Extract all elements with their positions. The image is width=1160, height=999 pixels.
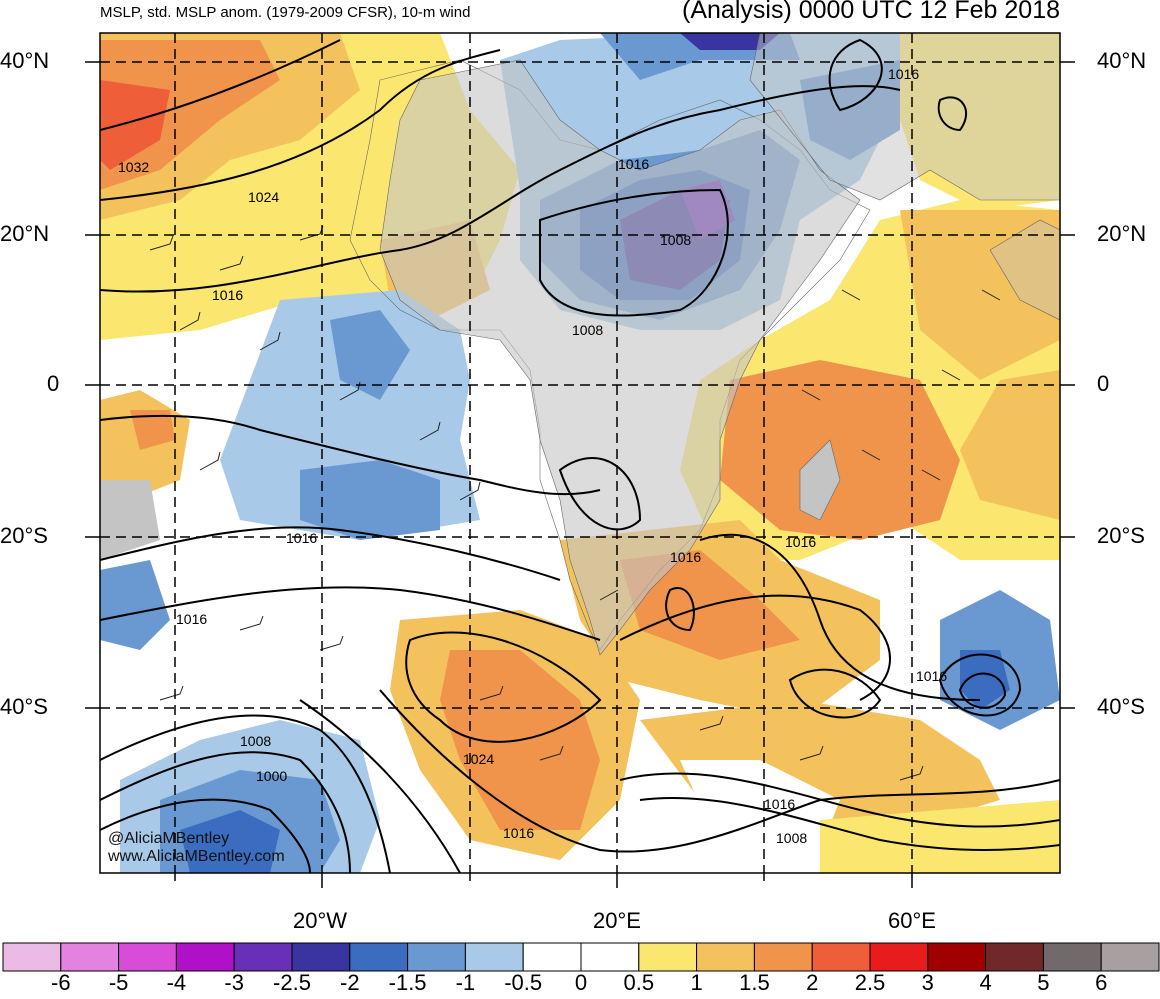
- colorbar-tick-label: -4: [166, 970, 187, 995]
- colorbar-swatch: [2, 942, 62, 972]
- colorbar-tick-label: -1.5: [388, 970, 427, 995]
- contour-label: 1016: [916, 668, 947, 684]
- colorbar-swatch: [407, 942, 466, 972]
- colorbar-swatch: [869, 942, 929, 972]
- colorbar-tick-label: 2.5: [854, 970, 886, 995]
- contour-label: 1000: [256, 768, 287, 784]
- colorbar-tick-label: 0: [574, 970, 588, 995]
- contour-label: 1016: [785, 534, 816, 550]
- lat-label-20n-right: 20°N: [1097, 221, 1147, 246]
- map-title: (Analysis) 0000 UTC 12 Feb 2018: [682, 0, 1060, 24]
- contour-label: 1016: [503, 825, 534, 841]
- colorbar-swatch: [696, 942, 755, 972]
- colorbar-tick-label: -5: [108, 970, 129, 995]
- colorbar: [2, 942, 1160, 972]
- credit-handle: @AliciaMBentley: [108, 830, 230, 847]
- lat-label-20s-left: 20°S: [0, 523, 48, 548]
- axis-ticks: [85, 61, 1075, 888]
- lat-label-20s-right: 20°S: [1097, 523, 1145, 548]
- colorbar-swatch: [811, 942, 871, 972]
- contour-label: 1008: [776, 830, 807, 846]
- colorbar-swatch: [233, 942, 293, 972]
- colorbar-swatch: [464, 942, 524, 972]
- lat-label-20n-left: 20°N: [0, 221, 50, 246]
- colorbar-swatch: [60, 942, 120, 972]
- contour-label: 1024: [463, 751, 494, 767]
- colorbar-tick-label: 3: [921, 970, 934, 995]
- contour-label: 1016: [618, 156, 649, 172]
- colorbar-tick-label: -1: [455, 970, 476, 995]
- colorbar-swatch: [1042, 942, 1102, 972]
- colorbar-tick-label: 5: [1037, 970, 1050, 995]
- contour-label: 1016: [286, 530, 317, 546]
- contour-label: 1016: [176, 611, 207, 627]
- lat-lon-grid: [100, 33, 1060, 873]
- contour-label: 1008: [660, 232, 691, 248]
- colorbar-tick-label: 0.5: [623, 970, 655, 995]
- lon-label-20w: 20°W: [292, 908, 348, 933]
- isobar-contours: [100, 38, 1060, 873]
- lat-label-40s-left: 40°S: [0, 694, 48, 719]
- colorbar-tick-label: -0.5: [504, 970, 543, 995]
- colorbar-tick-label: -3: [224, 970, 244, 995]
- colorbar-swatch: [753, 942, 813, 972]
- colorbar-tick-label: -2.5: [273, 970, 311, 995]
- colorbar-swatch: [175, 942, 235, 972]
- lat-label-eq-left: 0: [47, 371, 60, 396]
- contour-label: 1008: [240, 733, 271, 749]
- contour-label: 1016: [888, 66, 919, 82]
- contour-label: 1008: [572, 322, 603, 338]
- colorbar-tick-label: -6: [51, 970, 71, 995]
- lon-label-20e: 20°E: [593, 908, 641, 933]
- colorbar-tick-label: 1: [690, 970, 703, 995]
- colorbar-swatch: [985, 942, 1044, 972]
- land-masses: [349, 33, 1060, 656]
- credit-website: www.AliciaMBentley.com: [108, 848, 285, 865]
- colorbar-swatch: [291, 942, 351, 972]
- colorbar-swatch: [1100, 942, 1160, 972]
- contour-label: 1024: [248, 189, 279, 205]
- contour-labels: 1032 1024 1016 1016 1008 1008 1016 1016 …: [118, 66, 947, 846]
- colorbar-tick-label: -2: [340, 970, 360, 995]
- colorbar-swatch: [522, 942, 582, 972]
- colorbar-tick-label: 2: [806, 970, 819, 995]
- colorbar-swatch: [349, 942, 409, 972]
- colorbar-swatch: [118, 942, 177, 972]
- lat-label-40n-left: 40°N: [0, 48, 50, 73]
- colorbar-tick-label: 4: [979, 970, 992, 995]
- colorbar-swatch: [580, 942, 640, 972]
- colorbar-tick-label: 1.5: [739, 970, 770, 995]
- lat-label-40n-right: 40°N: [1097, 48, 1147, 73]
- lon-label-60e: 60°E: [888, 908, 936, 933]
- contour-label: 1032: [118, 159, 149, 175]
- contour-label: 1016: [764, 796, 795, 812]
- colorbar-tick-label: 6: [1095, 970, 1108, 995]
- contour-label: 1016: [670, 549, 701, 565]
- credits: @AliciaMBentley www.AliciaMBentley.com: [108, 830, 285, 866]
- map-subtitle: MSLP, std. MSLP anom. (1979-2009 CFSR), …: [100, 4, 471, 21]
- colorbar-swatch: [638, 942, 698, 972]
- lat-label-eq-right: 0: [1097, 371, 1110, 396]
- contour-label: 1016: [212, 287, 243, 303]
- colorbar-swatch: [927, 942, 987, 972]
- lat-label-40s-right: 40°S: [1097, 694, 1145, 719]
